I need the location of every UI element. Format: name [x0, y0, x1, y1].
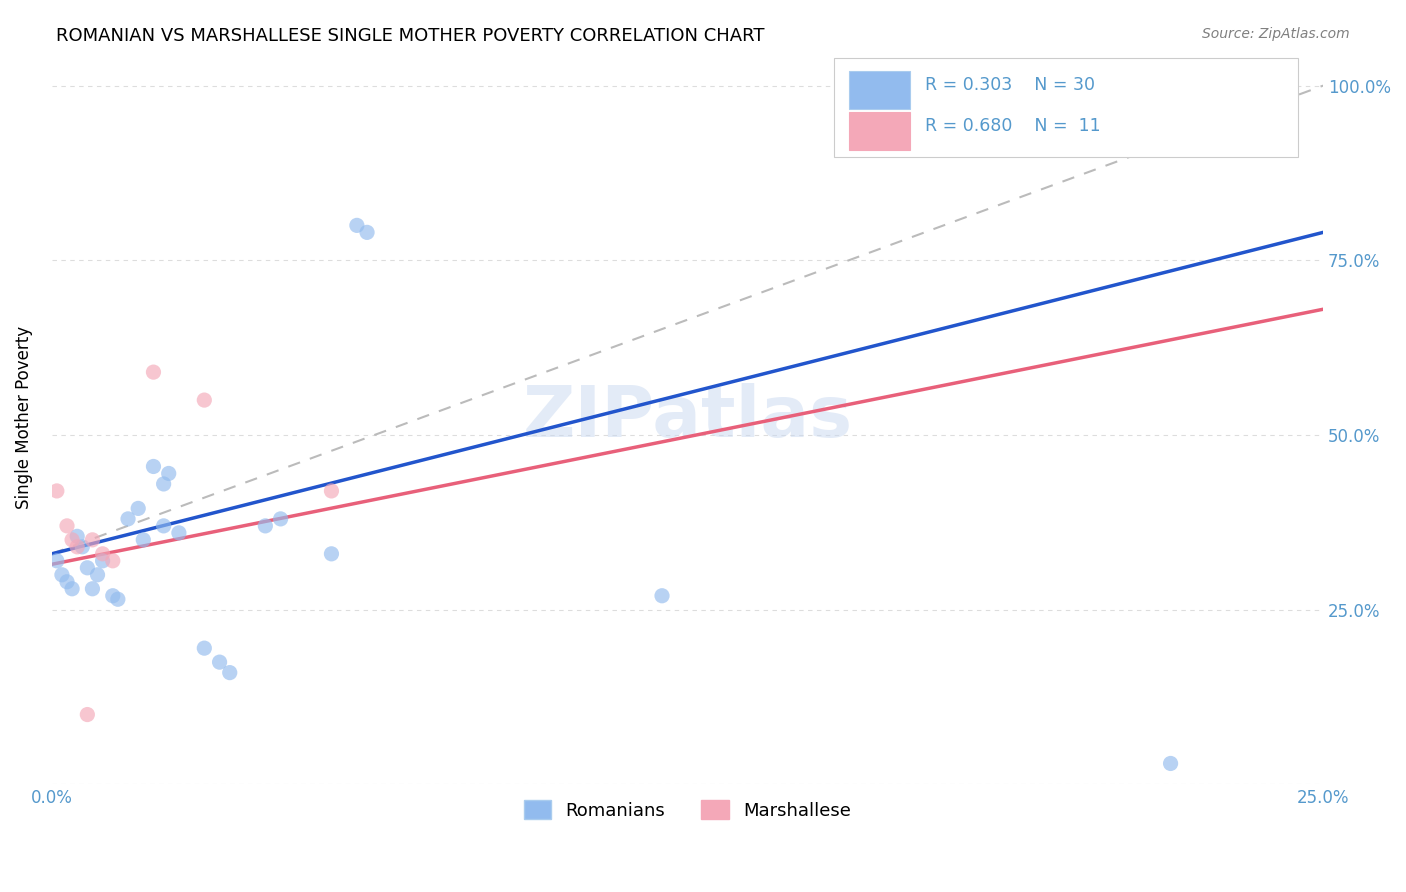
- Point: [321, 483, 343, 498]
- Point: [142, 365, 165, 379]
- Point: [152, 519, 174, 533]
- Point: [193, 393, 215, 408]
- Point: [86, 567, 108, 582]
- Point: [60, 533, 83, 547]
- Point: [107, 592, 129, 607]
- Text: R = 0.680    N =  11: R = 0.680 N = 11: [925, 117, 1101, 135]
- Point: [45, 554, 67, 568]
- Point: [66, 540, 89, 554]
- Point: [82, 582, 104, 596]
- Point: [91, 547, 114, 561]
- Point: [56, 574, 79, 589]
- Point: [346, 219, 368, 233]
- Point: [356, 226, 378, 240]
- Point: [101, 589, 124, 603]
- Point: [60, 582, 83, 596]
- Point: [56, 519, 79, 533]
- Point: [1160, 756, 1182, 771]
- Point: [254, 519, 277, 533]
- Point: [651, 589, 673, 603]
- Point: [101, 554, 124, 568]
- Point: [152, 477, 174, 491]
- Point: [66, 529, 89, 543]
- FancyBboxPatch shape: [849, 112, 910, 150]
- Point: [76, 707, 98, 722]
- Point: [117, 512, 139, 526]
- Y-axis label: Single Mother Poverty: Single Mother Poverty: [15, 326, 32, 509]
- Point: [127, 501, 149, 516]
- Point: [208, 655, 231, 669]
- Point: [91, 554, 114, 568]
- Point: [132, 533, 155, 547]
- Point: [72, 540, 94, 554]
- FancyBboxPatch shape: [849, 71, 910, 110]
- FancyBboxPatch shape: [834, 58, 1298, 157]
- Point: [270, 512, 292, 526]
- Point: [45, 483, 67, 498]
- Point: [218, 665, 240, 680]
- Point: [82, 533, 104, 547]
- Point: [76, 561, 98, 575]
- Point: [51, 567, 73, 582]
- Point: [142, 459, 165, 474]
- Text: R = 0.303    N = 30: R = 0.303 N = 30: [925, 76, 1095, 95]
- Legend: Romanians, Marshallese: Romanians, Marshallese: [517, 793, 858, 827]
- Point: [193, 641, 215, 656]
- Text: Source: ZipAtlas.com: Source: ZipAtlas.com: [1202, 27, 1350, 41]
- Point: [157, 467, 180, 481]
- Text: ZIPatlas: ZIPatlas: [523, 383, 852, 452]
- Point: [321, 547, 343, 561]
- Text: ROMANIAN VS MARSHALLESE SINGLE MOTHER POVERTY CORRELATION CHART: ROMANIAN VS MARSHALLESE SINGLE MOTHER PO…: [56, 27, 765, 45]
- Point: [167, 525, 190, 540]
